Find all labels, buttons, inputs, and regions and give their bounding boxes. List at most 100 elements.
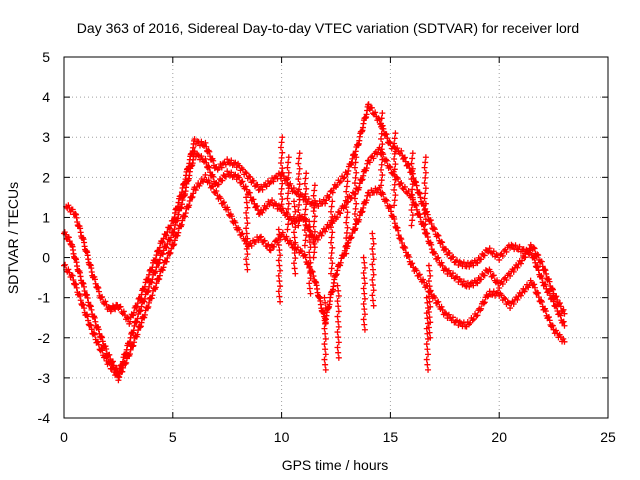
data-point	[311, 202, 318, 209]
data-point	[386, 203, 393, 210]
data-point	[134, 303, 141, 310]
data-point	[392, 130, 399, 137]
data-point	[478, 256, 485, 263]
data-point	[378, 182, 385, 189]
data-point	[321, 325, 328, 332]
data-point	[334, 282, 341, 289]
data-point	[306, 280, 313, 287]
data-point	[334, 329, 341, 336]
data-point	[65, 202, 72, 209]
data-point	[217, 161, 224, 168]
data-point	[127, 346, 134, 353]
data-point	[267, 179, 274, 186]
data-point	[102, 353, 109, 360]
data-point	[120, 364, 127, 371]
data-point	[438, 259, 445, 266]
data-point	[422, 221, 429, 228]
data-point	[217, 195, 224, 202]
data-point	[542, 308, 549, 315]
data-point	[314, 236, 321, 243]
data-point	[239, 178, 246, 185]
data-point	[91, 331, 98, 338]
data-point	[210, 183, 217, 190]
data-point	[406, 254, 413, 261]
data-point	[470, 282, 477, 289]
data-point	[333, 272, 339, 279]
data-point	[243, 230, 250, 237]
data-point	[348, 234, 355, 241]
data-point	[243, 256, 250, 263]
data-point	[188, 194, 195, 201]
data-point	[485, 292, 492, 299]
data-point	[550, 298, 557, 305]
y-tick-label: 2	[42, 169, 50, 185]
data-point	[167, 222, 174, 229]
data-point	[301, 196, 308, 203]
data-point	[398, 236, 405, 243]
data-point	[496, 285, 503, 292]
data-point	[409, 217, 416, 224]
data-point	[370, 302, 377, 309]
data-point	[542, 281, 549, 288]
data-point	[164, 240, 171, 247]
data-point	[352, 159, 359, 166]
data-point	[225, 206, 232, 213]
data-point	[361, 264, 368, 271]
data-point	[277, 206, 284, 213]
data-point	[275, 241, 282, 248]
data-point	[450, 253, 457, 260]
data-point	[514, 296, 521, 303]
data-point	[539, 275, 546, 282]
data-point	[517, 260, 524, 267]
data-point	[322, 320, 329, 327]
data-point	[109, 364, 116, 371]
data-point	[296, 155, 303, 162]
data-point	[359, 208, 366, 215]
data-point	[421, 226, 428, 233]
data-point	[322, 330, 329, 337]
data-point	[409, 196, 416, 203]
data-point	[445, 267, 452, 274]
data-point	[327, 239, 334, 246]
data-point	[276, 293, 283, 300]
data-point	[546, 278, 553, 285]
data-point	[343, 235, 350, 242]
data-point	[219, 177, 226, 184]
data-point	[365, 101, 372, 108]
data-point	[496, 256, 503, 263]
data-point	[243, 225, 250, 232]
data-point	[295, 222, 302, 229]
data-point	[291, 249, 298, 256]
data-point	[361, 306, 368, 313]
data-point	[182, 210, 189, 217]
data-point	[549, 294, 556, 301]
data-point	[115, 377, 122, 384]
data-point	[361, 259, 368, 266]
data-point	[329, 213, 336, 220]
data-point	[279, 134, 286, 141]
data-point	[171, 241, 178, 248]
data-point	[503, 277, 510, 284]
data-point	[322, 361, 329, 368]
data-point	[432, 294, 439, 301]
data-point	[406, 165, 413, 172]
data-point	[295, 206, 302, 213]
data-point	[516, 243, 523, 250]
data-point	[409, 212, 416, 219]
data-point	[141, 283, 148, 290]
data-point	[360, 316, 367, 323]
data-point	[232, 159, 239, 166]
data-point	[202, 155, 209, 162]
data-point	[409, 260, 416, 267]
data-point	[522, 250, 529, 257]
data-point	[171, 237, 178, 244]
data-point	[149, 264, 156, 271]
data-point	[343, 214, 350, 221]
data-point	[322, 366, 329, 373]
data-point	[369, 266, 376, 273]
data-point	[427, 319, 434, 326]
data-point	[538, 298, 545, 305]
data-point	[285, 221, 292, 228]
data-point	[366, 159, 373, 166]
data-point	[432, 250, 439, 257]
